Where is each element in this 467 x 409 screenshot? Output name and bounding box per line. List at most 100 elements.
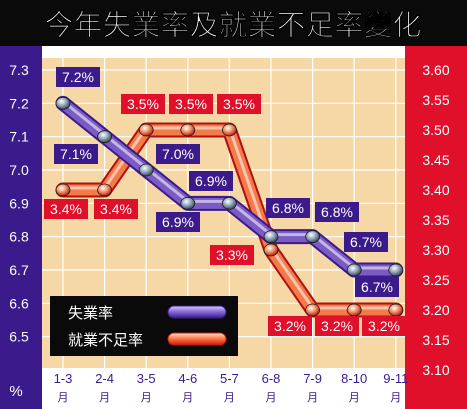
left-tick-label: 7.0 [9,162,29,178]
right-tick-label: 3.20 [422,302,449,318]
x-tick-suffix: 月 [307,391,318,404]
series-point-unemployment [221,196,237,210]
data-label-underemployment: 3.5% [127,96,159,112]
data-label-unemployment-bg [156,144,200,164]
legend-label-unemployment: 失業率 [68,304,113,322]
data-label-underemployment-bg [315,316,359,336]
series-point-underemployment [263,243,279,257]
right-axis-bar [405,46,467,409]
data-label-underemployment-bg [268,316,312,336]
title-band [0,0,467,46]
series-point-unemployment [138,163,154,177]
x-tick-suffix: 月 [58,391,69,404]
x-tick-label: 8-10 [341,371,367,386]
right-tick-label: 3.45 [422,152,449,168]
data-label-unemployment: 7.0% [162,146,194,162]
data-label-underemployment-bg [169,94,213,114]
data-label-unemployment: 6.8% [272,200,304,216]
x-tick-suffix: 月 [224,391,235,404]
x-tick-suffix: 月 [99,391,110,404]
x-tick-suffix: 月 [182,391,193,404]
series-point-unemployment [97,130,112,144]
data-label-underemployment: 3.4% [50,201,82,217]
right-axis-ticks: 3.60 3.55 3.50 3.45 3.40 3.35 3.30 3.25 3.20 3.15… [422,62,449,378]
left-axis-ticks: 7.3 7.2 7.1 7.0 6.9 6.8 6.7 6.6 6.5 [9,62,29,345]
right-tick-label: 3.40 [422,182,449,198]
left-tick-label: 7.1 [9,129,29,145]
data-label-unemployment-bg [54,144,98,164]
series-point-unemployment [180,196,196,210]
series-point-underemployment [97,183,112,197]
x-tick-label: 3-5 [137,371,156,386]
right-tick-label: 3.35 [422,212,449,228]
series-point-underemployment [346,303,362,317]
data-label-underemployment-bg [121,94,165,114]
series-point-underemployment [388,303,404,317]
x-tick-suffix: 月 [141,391,152,404]
right-tick-label: 3.15 [422,332,449,348]
x-tick-suffix: 月 [266,391,277,404]
data-label-underemployment-bg [94,199,138,219]
data-label-unemployment-bg [266,198,310,218]
left-tick-label: 7.3 [9,62,29,78]
left-tick-label: 7.2 [9,95,29,111]
series-nodes [55,96,404,317]
series-point-unemployment [263,230,279,244]
left-tick-label: 6.7 [9,262,29,278]
legend-label-underemployment: 就業不足率 [68,331,143,349]
series-point-unemployment [388,263,404,277]
left-tick-label: 6.9 [9,195,29,211]
series-point-underemployment [305,303,321,317]
x-tick-label: 6-8 [262,371,281,386]
right-tick-label: 3.50 [422,122,449,138]
x-tick-label: 2-4 [95,371,114,386]
data-label-unemployment-bg [315,202,359,222]
x-tick-suffix: 月 [390,391,401,404]
series-point-underemployment [138,123,154,137]
data-label-underemployment-bg [210,245,254,265]
right-tick-label: 3.60 [422,62,449,78]
data-label-underemployment-bg [362,316,406,336]
legend: 失業率 就業不足率 [50,296,238,356]
data-label-unemployment-bg [156,212,200,232]
left-axis-unit: % [9,383,22,400]
series-point-underemployment [55,183,71,197]
left-tick-label: 6.6 [9,295,29,311]
data-label-unemployment: 6.9% [195,173,227,189]
data-label-unemployment-bg [189,171,233,191]
data-label-unemployment: 6.9% [162,214,194,230]
data-label-unemployment: 7.2% [62,69,94,85]
data-label-underemployment-bg [44,199,88,219]
data-label-underemployment: 3.2% [321,318,353,334]
data-label-underemployment-bg [217,94,261,114]
data-label-underemployment: 3.4% [100,201,132,217]
x-tick-label: 7-9 [303,371,322,386]
data-label-unemployment-bg [344,232,388,252]
data-label-underemployment: 3.2% [368,318,400,334]
right-tick-label: 3.25 [422,272,449,288]
x-axis-ticks: 1-3 月 2-4 月 3-5 月 4-6 月 5-7 月 6-8 月 7-9 月 8-10 月 9-11 月 [54,371,409,404]
x-tick-suffix: 月 [349,391,360,404]
data-label-unemployment: 6.7% [350,234,382,250]
legend-swatch-unemployment [167,305,227,319]
data-label-underemployment: 3.2% [274,318,306,334]
left-tick-label: 6.8 [9,229,29,245]
x-tick-label: 4-6 [178,371,197,386]
data-label-unemployment: 7.1% [60,146,92,162]
series-point-unemployment [55,96,71,110]
legend-swatch-underemployment [167,332,227,346]
x-tick-label: 1-3 [54,371,73,386]
data-label-underemployment: 3.5% [223,96,255,112]
data-label-underemployment: 3.5% [175,96,207,112]
data-label-unemployment-bg [56,67,100,87]
series-labels: 7.2%7.1% 7.0%6.9%6.9%6.8% 6.8%6.7%6.7%3.4%… [44,67,406,336]
series-point-underemployment [221,123,237,137]
right-tick-label: 3.30 [422,242,449,258]
x-tick-label: 5-7 [220,371,239,386]
left-tick-label: 6.5 [9,329,29,345]
series-point-unemployment [305,230,321,244]
data-label-unemployment-bg [355,277,399,297]
series-point-unemployment [346,263,362,277]
chart-title: 今年失業率及就業不足率變化 [44,8,421,42]
